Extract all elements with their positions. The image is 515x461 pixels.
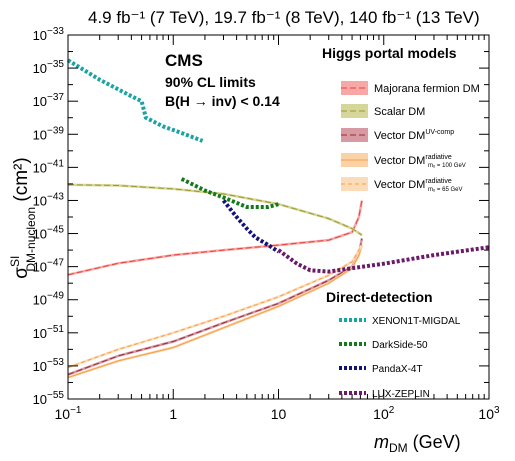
lumi-header: 4.9 fb⁻¹ (7 TeV), 19.7 fb⁻¹ (8 TeV), 140… xyxy=(88,8,480,27)
legend-higgs-portal: Majorana fermion DM Scalar DM Vector DMUV-… xyxy=(341,81,480,193)
y-tick-label: 10−37 xyxy=(33,92,65,109)
axis-ticks xyxy=(67,34,489,400)
y-tick-label: 10−33 xyxy=(33,26,65,43)
legend-dd-label: XENON1T-MIGDAL xyxy=(372,316,461,327)
x-tick-label: 102 xyxy=(373,405,395,422)
experiment-label: CMS xyxy=(165,51,203,70)
y-axis-label-sup: SI xyxy=(8,256,22,267)
higgs-curve-0 xyxy=(67,200,363,276)
y-tick-label: 10−51 xyxy=(33,324,65,341)
legend-dd-label: PandaX-4T xyxy=(372,364,423,375)
subtitle-line-1: 90% CL limits xyxy=(165,74,256,90)
higgs-curve-1 xyxy=(67,184,363,236)
higgs-curve-3 xyxy=(67,244,363,378)
y-tick-label: 10−43 xyxy=(33,191,65,208)
x-axis-label: mDM (GeV) xyxy=(374,432,461,455)
x-axis-label-sub: DM xyxy=(389,441,408,455)
higgs-curve-4 xyxy=(67,244,363,368)
x-axis-label-main: m xyxy=(374,432,389,452)
y-axis-label-unit: (cm²) xyxy=(11,157,32,207)
dd-curve-2 xyxy=(221,199,280,254)
x-tick-label: 1 xyxy=(169,406,177,422)
y-axis-label: σSI DM-nucleon (cm²) xyxy=(8,157,38,278)
dd-curve-0 xyxy=(66,58,204,143)
y-tick-label: 10−47 xyxy=(33,258,65,275)
legend-higgs-label: Scalar DM xyxy=(374,106,425,118)
y-axis-label-sub: DM-nucleon xyxy=(24,207,38,272)
axis-tick-labels: 10−1 1 10 102 103 10−55 10−53 10−51 10−49 10−47 10… xyxy=(33,26,500,422)
x-tick-label: 103 xyxy=(478,405,500,422)
legend-higgs-label: Majorana fermion DM xyxy=(374,83,480,95)
y-tick-label: 10−45 xyxy=(33,225,65,242)
legend-higgs-title: Higgs portal models xyxy=(322,45,457,61)
legend-higgs-sublabel: mₒ = 100 GeV xyxy=(428,163,466,169)
y-tick-label: 10−53 xyxy=(33,357,65,374)
legend-higgs-label: Vector DMradiative xyxy=(374,178,452,191)
legend-dd-label: DarkSide-50 xyxy=(372,340,428,351)
x-tick-label: 10−1 xyxy=(55,405,82,422)
y-tick-label: 10−49 xyxy=(33,291,65,308)
y-tick-label: 10−41 xyxy=(33,158,65,175)
y-tick-label: 10−39 xyxy=(33,125,65,142)
higgs-band-0 xyxy=(67,200,364,277)
legend-higgs-sublabel: mₒ = 65 GeV xyxy=(428,187,462,193)
dd-curve-1 xyxy=(180,177,280,209)
dd-curve-3 xyxy=(277,245,490,274)
legend-higgs-swatch xyxy=(341,177,368,191)
plot-area xyxy=(66,58,490,379)
y-tick-label: 10−55 xyxy=(33,390,65,407)
y-axis-label-main: σ xyxy=(11,267,32,279)
legend-dd-title: Direct-detection xyxy=(326,289,433,305)
legend-dd-label: LUX-ZEPLIN xyxy=(372,389,430,400)
x-tick-label: 10 xyxy=(271,406,287,422)
higgs-band-2 xyxy=(67,238,364,376)
legend-direct-detection: XENON1T-MIGDAL DarkSide-50 PandaX-4T LUX-ZE… xyxy=(339,316,461,400)
y-tick-label: 10−35 xyxy=(33,59,65,76)
subtitle-line-2: B(H → inv) < 0.14 xyxy=(165,93,280,109)
x-axis-label-unit: (GeV) xyxy=(408,432,461,452)
legend-higgs-label: Vector DMUV-comp xyxy=(374,129,454,142)
higgs-curve-2 xyxy=(67,238,363,376)
legend-higgs-label: Vector DMradiative xyxy=(374,154,452,167)
